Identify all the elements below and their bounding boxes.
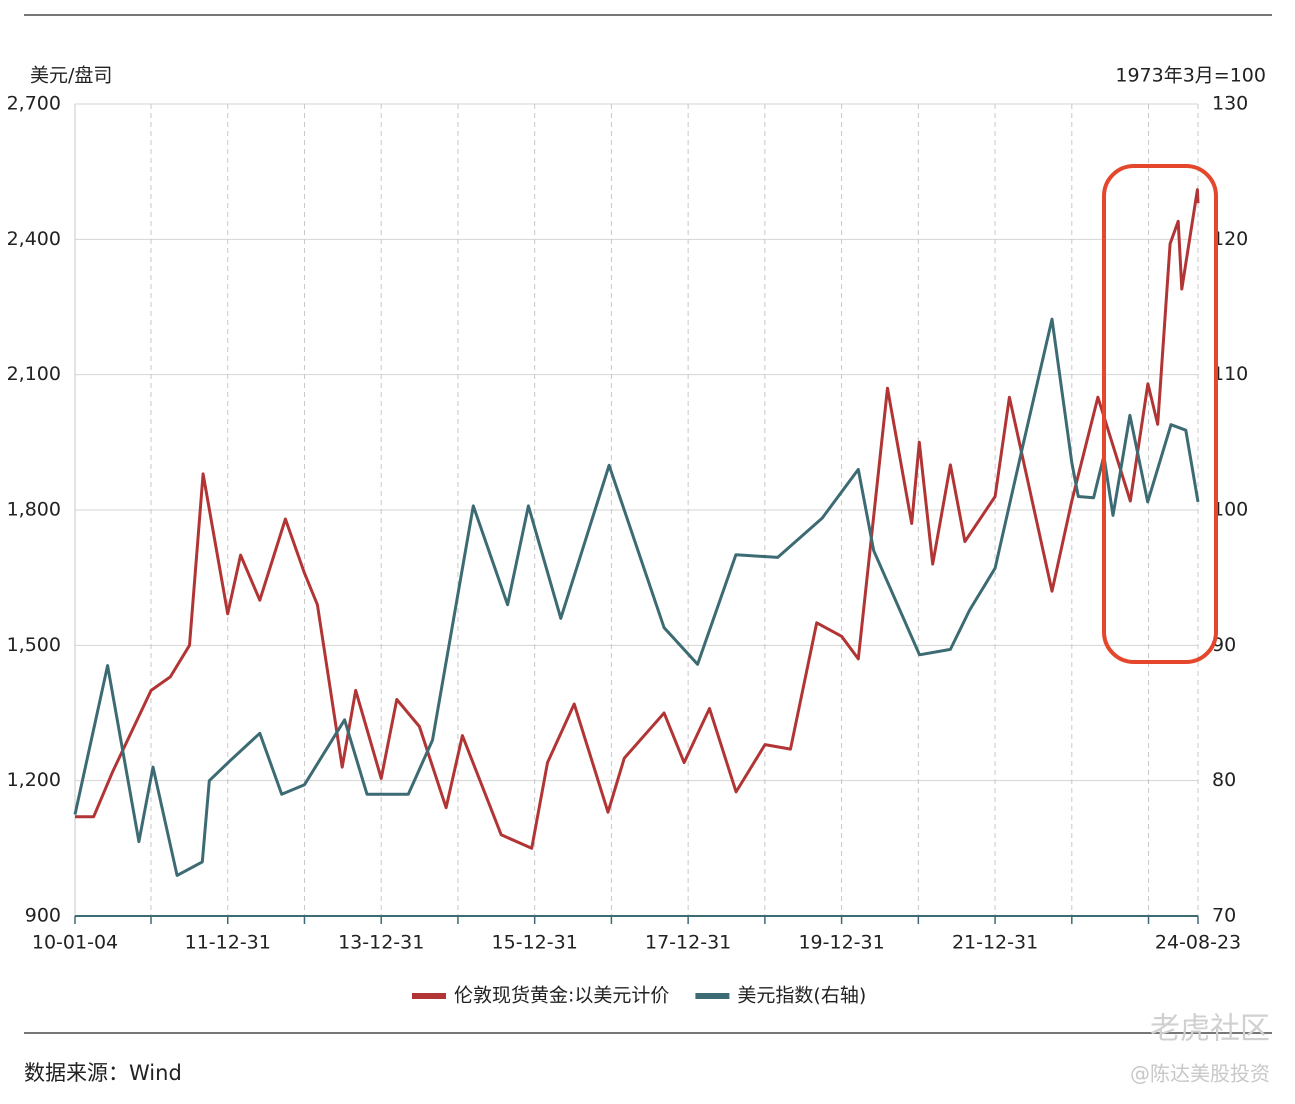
x-tick-label: 21-12-31 (952, 932, 1038, 954)
y2-tick-label: 80 (1212, 769, 1236, 791)
x-tick-label: 10-01-04 (32, 932, 118, 954)
y-tick-label: 900 (25, 905, 61, 927)
plot-area: 900 1,200 1,500 1,800 2,100 2,400 2,700 70 80 90 1… (7, 93, 1249, 1007)
y2-tick-label: 70 (1212, 905, 1236, 927)
y-tick-label: 1,500 (7, 634, 61, 656)
legend-label: 美元指数(右轴) (737, 985, 866, 1007)
x-tick-label: 19-12-31 (798, 932, 884, 954)
watermark-author: @陈达美股投资 (1130, 1062, 1270, 1086)
y2-axis-title: 1973年3月=100 (1115, 65, 1266, 87)
x-tick-label: 24-08-23 (1155, 932, 1241, 954)
x-tick-label: 15-12-31 (492, 932, 578, 954)
y2-tick-label: 100 (1212, 499, 1248, 521)
legend-label: 伦敦现货黄金:以美元计价 (454, 985, 669, 1007)
y-tick-label: 1,800 (7, 499, 61, 521)
x-tick-label: 11-12-31 (185, 932, 271, 954)
legend-swatch (412, 993, 446, 999)
series-line (73, 317, 1200, 877)
series-line (75, 188, 1200, 850)
x-tick-label: 13-12-31 (338, 932, 424, 954)
y-tick-label: 1,200 (7, 769, 61, 791)
y-tick-label: 2,100 (7, 363, 61, 385)
y2-tick-label: 120 (1212, 228, 1248, 250)
y2-tick-label: 90 (1212, 634, 1236, 656)
y2-tick-label: 110 (1212, 363, 1248, 385)
y2-tick-label: 130 (1212, 93, 1248, 115)
y-tick-label: 2,400 (7, 228, 61, 250)
y-axis-title: 美元/盘司 (30, 65, 112, 87)
highlight-box (1102, 164, 1218, 664)
x-tick-label: 17-12-31 (645, 932, 731, 954)
legend-swatch (695, 993, 730, 999)
source: 数据来源：Wind (24, 1061, 182, 1085)
y-tick-label: 2,700 (7, 93, 61, 115)
watermark: 老虎社区 (1150, 1012, 1270, 1047)
